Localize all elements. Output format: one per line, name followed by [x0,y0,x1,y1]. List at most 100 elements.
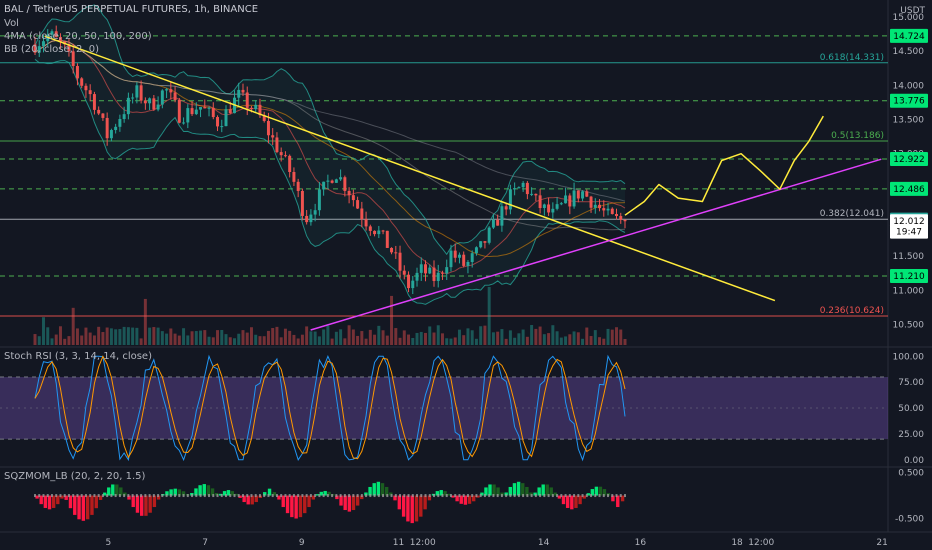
momentum-bar [115,484,119,496]
candle-body [75,66,79,79]
squeeze-dot [263,494,266,498]
momentum-bar [148,495,152,513]
volume-bar [474,338,478,345]
candle-body [118,119,122,127]
squeeze-dot [539,494,542,498]
bb-legend[interactable]: BB (20, close, 2, 0) [4,44,99,55]
volume-bar [283,328,287,345]
momentum-bar [81,495,86,521]
candle-body [351,195,355,201]
squeeze-dot [144,494,147,498]
momentum-bar [285,495,290,514]
momentum-bar [202,484,206,496]
momentum-bar [281,495,285,508]
momentum-bar [267,488,272,496]
volume-bar [58,326,62,345]
squeeze-dot [428,494,431,498]
squeeze-dot [195,494,198,498]
candle-body [572,190,576,207]
momentum-bar [210,488,215,496]
candle-body [262,115,266,121]
volume-legend[interactable]: Vol [4,18,19,29]
volume-bar [118,329,122,345]
squeeze-momentum-panel [34,481,626,524]
candle-body [576,190,580,199]
candle-body [474,247,478,254]
volume-bar [547,333,551,345]
momentum-bar [94,495,98,509]
candle-body [50,31,54,35]
volume-bar [398,337,402,345]
momentum-bar [103,492,107,496]
momentum-bar [620,495,625,502]
momentum-bar [541,484,545,496]
volume-bar [610,329,614,345]
price-badge [890,181,928,196]
volume-bar [109,328,113,345]
candle-body [139,85,143,101]
squeeze-dot [517,494,520,498]
candle-body [292,172,296,182]
squeeze-dot [229,494,232,498]
candle-body [347,190,351,196]
momentum-bar [397,495,402,510]
volume-bar [462,335,466,345]
momentum-bar [443,491,447,496]
sqz-tick-label: -0.500 [895,515,924,525]
volume-bar [453,337,457,345]
time-tick-label: 16 [635,538,647,548]
squeeze-dot [301,494,304,498]
candle-body [462,254,466,266]
chart-title[interactable]: BAL / TetherUS PERPETUAL FUTURES, 1h, BI… [4,4,259,15]
momentum-bar [384,486,389,496]
sqzmom-legend[interactable]: SQZMOM_LB (20, 2, 20, 1.5) [4,471,146,482]
volume-bar [313,331,317,345]
momentum-bar [181,491,186,496]
stoch-rsi-legend[interactable]: Stoch RSI (3, 3, 14, 14, close) [4,351,152,362]
momentum-bar [144,495,148,516]
volume-bar [351,329,355,345]
squeeze-dot [500,494,503,498]
momentum-bar [492,484,496,496]
volume-bar [568,334,572,345]
volume-bar [373,334,377,345]
squeeze-dot [38,494,41,498]
momentum-bar [250,495,254,505]
moving-average-line [34,39,626,202]
volume-bar [432,332,436,345]
candle-body [373,230,377,235]
volume-bar [143,298,147,345]
candle-body [542,204,546,209]
candle-body [160,90,164,105]
candle-body [271,135,275,138]
candle-body [360,208,364,220]
squeeze-dot [101,494,104,498]
volume-bar [216,330,220,345]
squeeze-dot [424,494,427,498]
momentum-bar [578,495,582,505]
ma-legend[interactable]: 4MA (close, 20, 50, 100, 200) [4,31,152,42]
momentum-bar [423,495,427,510]
price-badge [890,224,928,239]
price-tick-label: 13.500 [893,116,925,126]
candle-body [466,261,470,266]
volume-bar [220,329,224,345]
volume-bar [165,333,169,345]
momentum-bar [294,495,298,519]
squeeze-dot [348,494,351,498]
time-tick-label: 11 [393,538,404,548]
volume-bar [80,335,84,345]
volume-bar [54,334,58,345]
projection-path [624,115,824,216]
volume-bar [160,331,164,345]
stoch-tick-label: 100.00 [893,352,925,362]
candle-body [343,177,347,191]
momentum-bar [43,495,48,508]
volume-bar [508,330,512,345]
momentum-bar [529,492,533,496]
volume-bar [496,331,500,345]
price-badge-label: 13.776 [893,97,925,107]
squeeze-dot [106,494,109,498]
momentum-bar [51,495,56,508]
